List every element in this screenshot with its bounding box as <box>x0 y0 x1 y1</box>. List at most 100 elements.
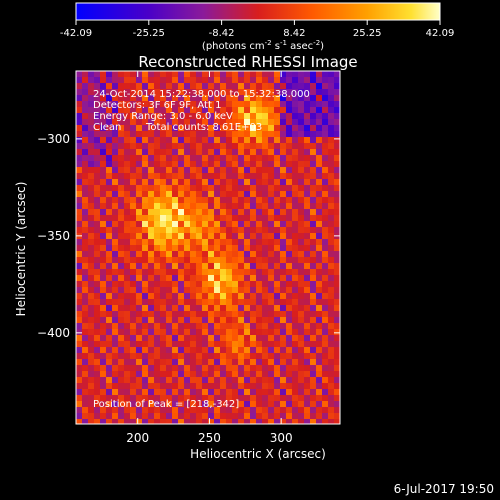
heatmap-cell <box>214 143 221 150</box>
heatmap-cell <box>328 275 335 282</box>
heatmap-cell <box>154 233 161 240</box>
heatmap-cell <box>184 233 191 240</box>
heatmap-cell <box>124 137 131 144</box>
heatmap-cell <box>232 107 239 114</box>
heatmap-cell <box>82 173 89 180</box>
heatmap-cell <box>118 353 125 360</box>
heatmap-cell <box>190 245 197 252</box>
heatmap-cell <box>106 383 113 390</box>
heatmap-cell <box>304 311 311 318</box>
heatmap-cell <box>304 407 311 414</box>
heatmap-cell <box>232 293 239 300</box>
heatmap-cell <box>310 239 317 246</box>
heatmap-cell <box>268 71 275 78</box>
heatmap-cell <box>316 203 323 210</box>
heatmap-cell <box>178 335 185 342</box>
heatmap-cell <box>148 245 155 252</box>
heatmap-cell <box>256 251 263 258</box>
heatmap-cell <box>106 359 113 366</box>
heatmap-cell <box>304 185 311 192</box>
heatmap-cell <box>178 149 185 156</box>
heatmap-cell <box>142 383 149 390</box>
heatmap-cell <box>130 305 137 312</box>
heatmap-cell <box>154 185 161 192</box>
heatmap-cell <box>214 263 221 270</box>
heatmap-cell <box>328 239 335 246</box>
heatmap-cell <box>256 227 263 234</box>
heatmap-cell <box>82 71 89 78</box>
heatmap-cell <box>244 251 251 258</box>
heatmap-cell <box>118 389 125 396</box>
heatmap-cell <box>226 197 233 204</box>
heatmap-cell <box>316 401 323 408</box>
heatmap-cell <box>214 275 221 282</box>
heatmap-cell <box>76 389 83 396</box>
heatmap-cell <box>280 317 287 324</box>
heatmap-cell <box>238 401 245 408</box>
heatmap-cell <box>136 119 143 126</box>
heatmap-cell <box>316 239 323 246</box>
heatmap-cell <box>106 77 113 84</box>
heatmap-cell <box>184 377 191 384</box>
heatmap-cell <box>106 353 113 360</box>
heatmap-cell <box>148 401 155 408</box>
heatmap-cell <box>88 275 95 282</box>
heatmap-cell <box>148 371 155 378</box>
heatmap-cell <box>118 269 125 276</box>
heatmap-cell <box>316 413 323 420</box>
heatmap-cell <box>310 365 317 372</box>
heatmap-cell <box>250 371 257 378</box>
heatmap-cell <box>334 269 340 276</box>
heatmap-cell <box>94 95 101 102</box>
heatmap-cell <box>94 191 101 198</box>
heatmap-cell <box>214 245 221 252</box>
heatmap-cell <box>160 269 167 276</box>
heatmap-cell <box>136 113 143 120</box>
heatmap-cell <box>106 143 113 150</box>
heatmap-cell <box>190 191 197 198</box>
heatmap-cell <box>100 305 107 312</box>
heatmap-cell <box>214 227 221 234</box>
heatmap-cell <box>328 353 335 360</box>
heatmap-cell <box>298 269 305 276</box>
heatmap-cell <box>148 377 155 384</box>
heatmap-cell <box>250 89 257 96</box>
heatmap-cell <box>262 419 269 424</box>
heatmap-cell <box>190 89 197 96</box>
heatmap-cell <box>82 251 89 258</box>
heatmap-cell <box>316 299 323 306</box>
heatmap-cell <box>304 149 311 156</box>
heatmap-cell <box>220 221 227 228</box>
heatmap-cell <box>184 287 191 294</box>
heatmap-cell <box>76 407 83 414</box>
heatmap-cell <box>130 299 137 306</box>
heatmap-cell <box>268 101 275 108</box>
heatmap-cell <box>328 335 335 342</box>
heatmap-cell <box>268 251 275 258</box>
heatmap-cell <box>76 173 83 180</box>
heatmap-cell <box>136 323 143 330</box>
heatmap-cell <box>220 239 227 246</box>
heatmap-cell <box>328 179 335 186</box>
heatmap-cell <box>184 317 191 324</box>
heatmap-cell <box>220 197 227 204</box>
heatmap-cell <box>160 341 167 348</box>
heatmap-cell <box>88 101 95 108</box>
heatmap-cell <box>328 197 335 204</box>
heatmap-cell <box>310 275 317 282</box>
heatmap-cell <box>166 359 173 366</box>
heatmap-cell <box>232 383 239 390</box>
heatmap-cell <box>100 257 107 264</box>
heatmap-cell <box>214 335 221 342</box>
heatmap-cell <box>130 257 137 264</box>
heatmap-cell <box>220 407 227 414</box>
heatmap-cell <box>316 191 323 198</box>
heatmap-cell <box>118 89 125 96</box>
heatmap-cell <box>274 239 281 246</box>
heatmap-cell <box>148 281 155 288</box>
heatmap-cell <box>310 335 317 342</box>
heatmap-cell <box>322 389 329 396</box>
heatmap-cell <box>298 287 305 294</box>
heatmap-cell <box>316 365 323 372</box>
heatmap-cell <box>124 89 131 96</box>
